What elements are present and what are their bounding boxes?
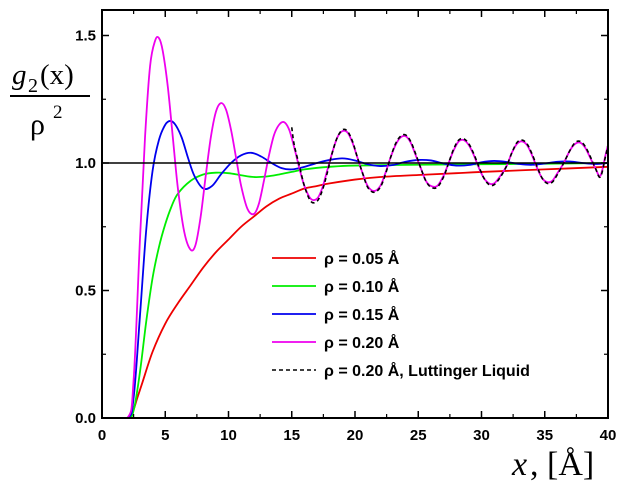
- x-tick-label-7: 35: [536, 427, 553, 444]
- y-tick-label-2: 1.0: [75, 155, 96, 172]
- y-label-power: 2: [53, 102, 63, 123]
- plot-frame: [101, 9, 609, 419]
- x-label-unit: , [Å]: [530, 446, 594, 483]
- legend: ρ = 0.05 Å ρ = 0.10 Å ρ = 0.15 Å ρ = 0.20 Å…: [272, 249, 530, 380]
- x-tick-label-3: 15: [283, 427, 300, 444]
- y-label-subscript: 2: [28, 75, 38, 97]
- y-tick-label-1: 0.5: [75, 283, 96, 300]
- y-label-rho: ρ: [30, 108, 45, 141]
- axis-ticks: [101, 10, 609, 419]
- x-axis-label: x , [Å]: [511, 446, 594, 483]
- legend-label-0: ρ = 0.05 Å: [324, 249, 400, 268]
- series-line-2: [102, 120, 608, 418]
- y-label-arg: (x): [40, 59, 74, 91]
- series-line-0: [102, 165, 608, 418]
- x-tick-label-0: 0: [98, 427, 106, 444]
- legend-label-2: ρ = 0.15 Å: [324, 305, 400, 324]
- y-tick-label-3: 1.5: [75, 28, 96, 45]
- x-tick-label-8: 40: [600, 427, 617, 444]
- legend-label-1: ρ = 0.10 Å: [324, 277, 400, 296]
- x-tick-label-6: 30: [473, 427, 490, 444]
- x-label-var: x: [511, 446, 527, 483]
- x-tick-label-1: 5: [161, 427, 169, 444]
- y-label-g: g: [12, 59, 27, 91]
- series-line-4: [290, 127, 608, 204]
- legend-label-3: ρ = 0.20 Å: [324, 333, 400, 352]
- y-axis-label: g 2 (x) ρ 2: [10, 59, 90, 141]
- axis-tick-labels: 0 5 10 15 20 25 30 35 40 0.0 0.5 1.0 1.5: [75, 28, 616, 445]
- x-tick-label-5: 25: [410, 427, 427, 444]
- legend-label-4: ρ = 0.20 Å, Luttinger Liquid: [324, 361, 530, 380]
- y-tick-label-0: 0.0: [75, 410, 96, 427]
- plot-curves: [102, 35, 608, 418]
- x-tick-label-2: 10: [220, 427, 237, 444]
- x-tick-label-4: 20: [347, 427, 364, 444]
